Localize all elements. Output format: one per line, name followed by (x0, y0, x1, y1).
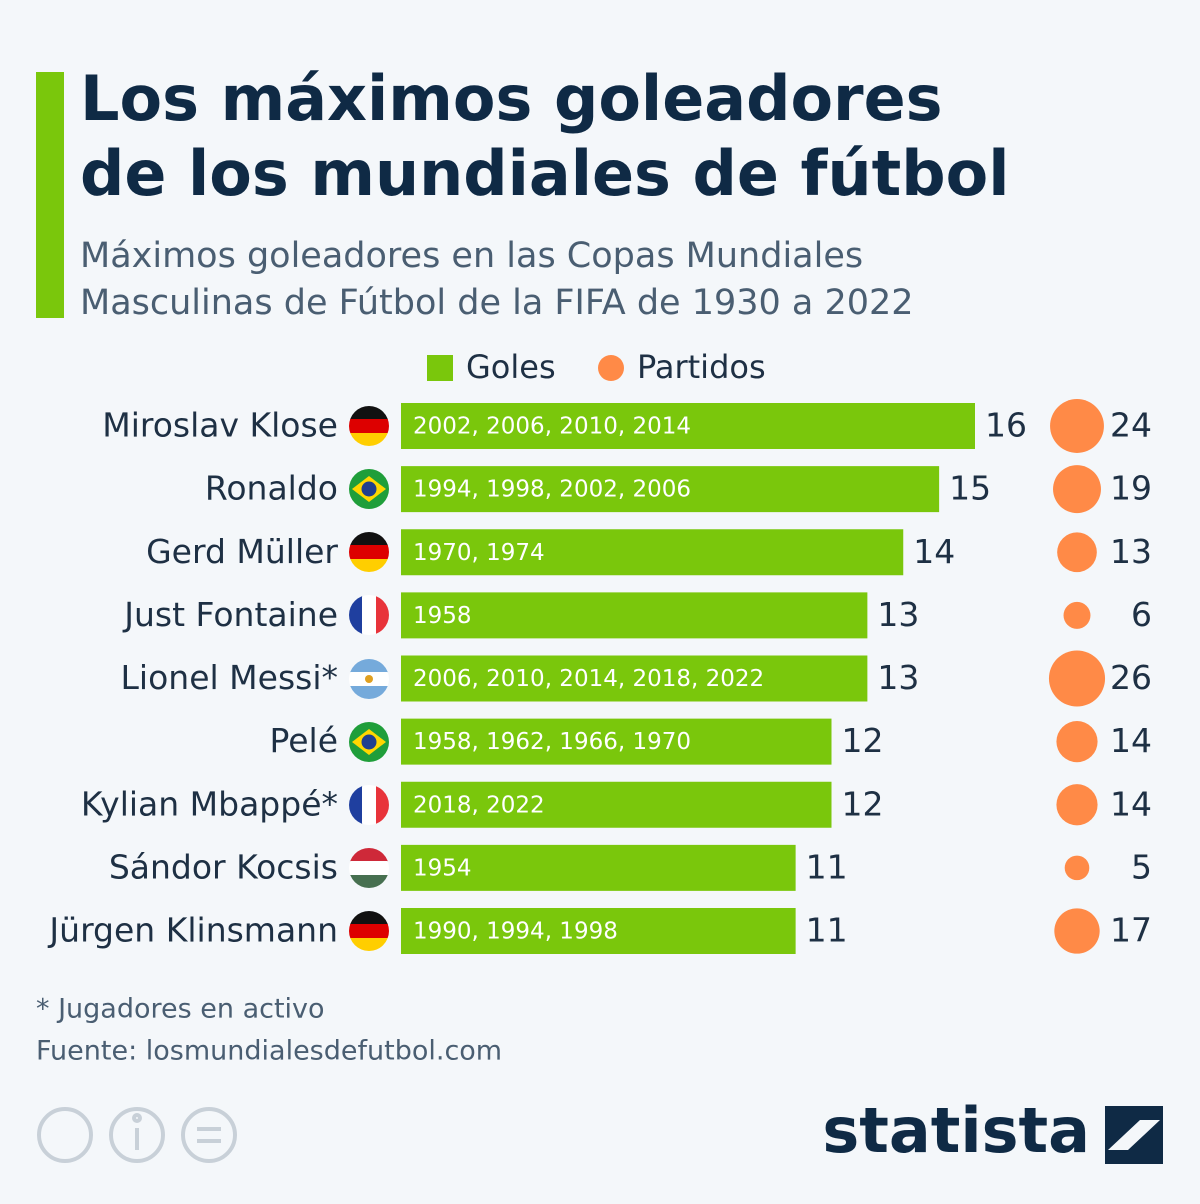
bubble (1053, 465, 1101, 514)
value-label: 13 (877, 658, 919, 697)
category-label: Lionel Messi* (121, 658, 338, 697)
legend-label: Goles (466, 348, 556, 386)
legend-swatch (427, 355, 453, 381)
category-label: Jürgen Klinsmann (47, 911, 338, 950)
legend-swatch (598, 355, 624, 381)
bar (401, 908, 796, 954)
bar (401, 781, 832, 828)
bar (401, 529, 904, 576)
bubble (1054, 908, 1100, 954)
subtitle: Máximos goleadores en las Copas Mundiale… (80, 236, 863, 276)
bubble-label: 17 (1110, 911, 1152, 950)
bubble-label: 6 (1131, 595, 1152, 634)
flags (349, 406, 390, 952)
category-label: Pelé (270, 721, 339, 760)
category-label: Gerd Müller (146, 532, 338, 571)
footnote: * Jugadores en activo (36, 994, 325, 1025)
value-label: 13 (877, 595, 919, 634)
bar (401, 655, 868, 702)
value-label: 12 (842, 721, 884, 760)
bubble (1056, 721, 1098, 763)
title: de los mundiales de fútbol (80, 137, 1010, 210)
bar (401, 466, 940, 513)
brand-icon (1105, 1106, 1163, 1164)
source: Fuente: losmundialesdefutbol.com (36, 1036, 502, 1067)
bar (401, 718, 832, 765)
category-label: Miroslav Klose (102, 406, 338, 445)
category-label: Ronaldo (205, 469, 338, 508)
bubble-label: 5 (1131, 847, 1152, 886)
bubble (1048, 650, 1106, 707)
value-label: 11 (806, 847, 848, 886)
bar-label: 1958, 1962, 1966, 1970 (413, 729, 691, 755)
license-icons (37, 1107, 237, 1163)
category-label: Kylian Mbappé* (81, 784, 338, 823)
title: Los máximos goleadores (80, 62, 943, 135)
bubble-label: 26 (1110, 658, 1152, 697)
value-label: 14 (913, 532, 955, 571)
bubble-label: 14 (1110, 721, 1152, 760)
bar-label: 2002, 2006, 2010, 2014 (413, 414, 691, 440)
bar (401, 844, 796, 891)
bar-label: 1994, 1998, 2002, 2006 (413, 477, 691, 503)
bubble (1064, 855, 1090, 881)
bar (401, 592, 868, 639)
brand: statista (822, 1094, 1090, 1167)
bubble (1057, 532, 1097, 573)
legend-label: Partidos (637, 348, 766, 386)
bar-label: 1958 (413, 603, 472, 629)
value-label: 15 (949, 469, 991, 508)
accent-bar (36, 72, 64, 318)
bubble (1050, 399, 1104, 453)
value-label: 12 (842, 784, 884, 823)
value-label: 16 (985, 406, 1027, 445)
bar-label: 1970, 1974 (413, 540, 545, 566)
bubble (1063, 601, 1091, 629)
bar-label: 1990, 1994, 1998 (413, 919, 618, 945)
bubble (1056, 784, 1098, 826)
bubble-label: 24 (1110, 406, 1152, 445)
category-label: Sándor Kocsis (109, 847, 338, 886)
value-label: 11 (806, 911, 848, 950)
bar-label: 1954 (413, 855, 472, 881)
bubble-label: 13 (1110, 532, 1152, 571)
bubble-label: 19 (1110, 469, 1152, 508)
category-label: Just Fontaine (122, 595, 338, 634)
bubble-label: 14 (1110, 784, 1152, 823)
bar (401, 403, 975, 449)
subtitle: Masculinas de Fútbol de la FIFA de 1930 … (80, 283, 914, 323)
bar-label: 2018, 2022 (413, 792, 545, 818)
bar-label: 2006, 2010, 2014, 2018, 2022 (413, 666, 764, 692)
